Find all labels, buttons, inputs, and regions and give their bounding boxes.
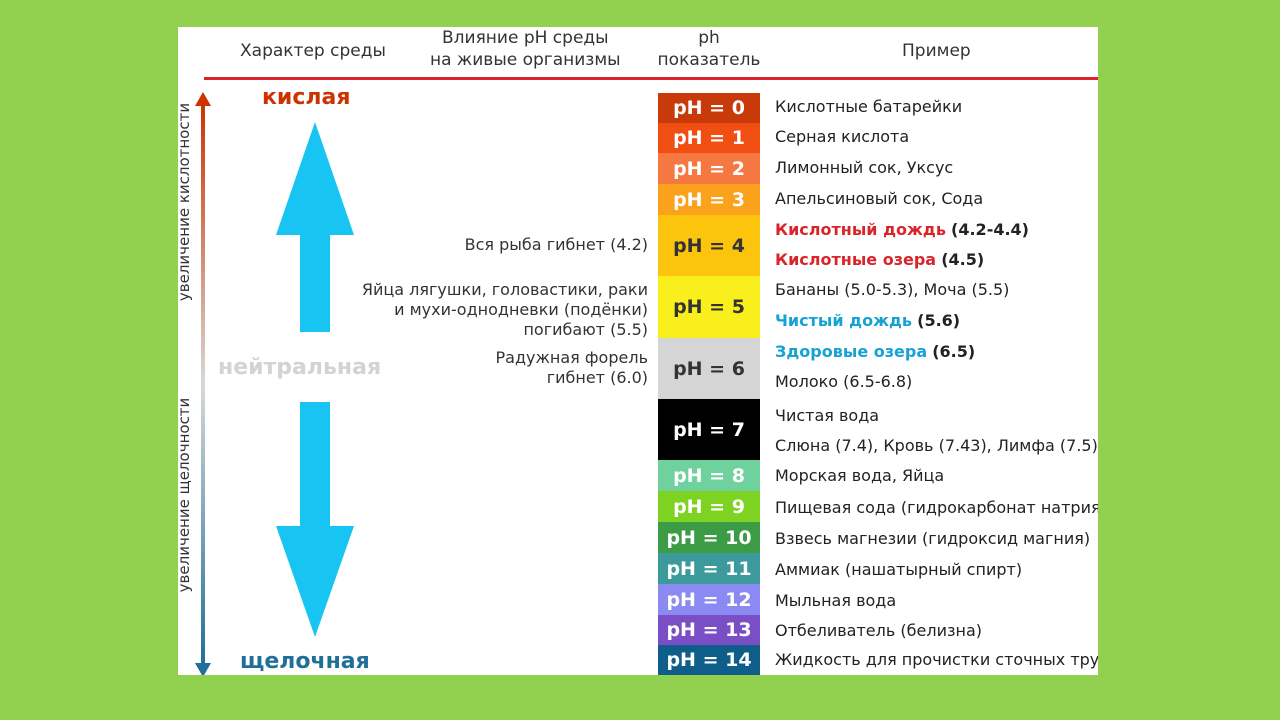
example-ph12: Мыльная вода — [775, 591, 897, 610]
ph-cell: pH = 5 — [658, 276, 760, 338]
header-influence: Влияние pH среды на живые организмы — [430, 28, 621, 70]
example-ph3: Апельсиновый сок, Сода — [775, 189, 984, 208]
example-ph7a: Чистая вода — [775, 406, 880, 425]
alkaline-label: щелочная — [240, 649, 370, 674]
ph-cell: pH = 2 — [658, 153, 760, 184]
header-divider — [204, 77, 1098, 80]
example-ph7b: Слюна (7.4), Кровь (7.43), Лимфа (7.5) — [775, 436, 1098, 455]
ph-cell: pH = 14 — [658, 645, 760, 675]
ph-cell: pH = 1 — [658, 123, 760, 153]
neutral-label: нейтральная — [218, 355, 382, 380]
ph-cell: pH = 11 — [658, 553, 760, 584]
example-acid-rain: Кислотный дождь (4.2-4.4) — [775, 220, 1029, 239]
ph-scale-panel: Характер среды Влияние pH среды на живые… — [178, 27, 1098, 675]
effect-trout: Радужная форель гибнет (6.0) — [495, 348, 649, 387]
ph-cell: pH = 3 — [658, 184, 760, 215]
ph-cell: pH = 4 — [658, 215, 760, 276]
example-clean-rain: Чистый дождь (5.6) — [775, 311, 961, 330]
up-arrow-icon — [276, 122, 354, 332]
example-healthy-lakes: Здоровые озера (6.5) — [775, 342, 976, 361]
ph-cell: pH = 10 — [658, 522, 760, 553]
acidity-alkalinity-arrow-icon — [195, 92, 211, 675]
header-character: Характер среды — [240, 41, 386, 61]
alkalinity-increase-label: увеличение щелочности — [178, 397, 193, 593]
ph-cell: pH = 7 — [658, 399, 760, 460]
effect-frogs: Яйца лягушки, головастики, раки и мухи-о… — [361, 280, 648, 339]
ph-cell: pH = 12 — [658, 584, 760, 615]
down-arrow-icon — [276, 402, 354, 637]
effect-fish: Вся рыба гибнет (4.2) — [464, 235, 648, 254]
ph-cell: pH = 8 — [658, 460, 760, 491]
ph-cell: pH = 9 — [658, 491, 760, 522]
ph-cell: pH = 13 — [658, 615, 760, 645]
acid-label: кислая — [262, 85, 351, 110]
example-ph13: Отбеливатель (белизна) — [775, 621, 982, 640]
example-acid-lakes: Кислотные озера (4.5) — [775, 250, 985, 269]
header-example: Пример — [902, 41, 971, 61]
example-ph0: Кислотные батарейки — [775, 97, 963, 116]
example-ph2: Лимонный сок, Уксус — [775, 158, 954, 177]
example-ph9: Пищевая сода (гидрокарбонат натрия) — [775, 498, 1098, 517]
header-ph: ph показатель — [657, 28, 761, 70]
healthy-lakes-highlight: Здоровые озера — [775, 342, 928, 361]
example-ph1: Серная кислота — [775, 127, 910, 146]
clean-rain-highlight: Чистый дождь — [775, 311, 913, 330]
ph-cell: pH = 0 — [658, 93, 760, 123]
example-ph11: Аммиак (нашатырный спирт) — [775, 560, 1023, 579]
direction-arrows-icon — [276, 122, 354, 637]
example-ph5a: Бананы (5.0-5.3), Моча (5.5) — [775, 280, 1010, 299]
example-ph10: Взвесь магнезии (гидроксид магния) — [775, 529, 1091, 548]
acid-lakes-highlight: Кислотные озера — [775, 250, 937, 269]
ph-cell: pH = 6 — [658, 338, 760, 399]
example-ph8: Морская вода, Яйца — [775, 466, 945, 485]
example-ph6b: Молоко (6.5-6.8) — [775, 372, 913, 391]
acidity-increase-label: увеличение кислотности — [178, 102, 193, 302]
example-ph14: Жидкость для прочистки сточных труб — [775, 650, 1098, 669]
acid-rain-highlight: Кислотный дождь — [775, 220, 946, 239]
